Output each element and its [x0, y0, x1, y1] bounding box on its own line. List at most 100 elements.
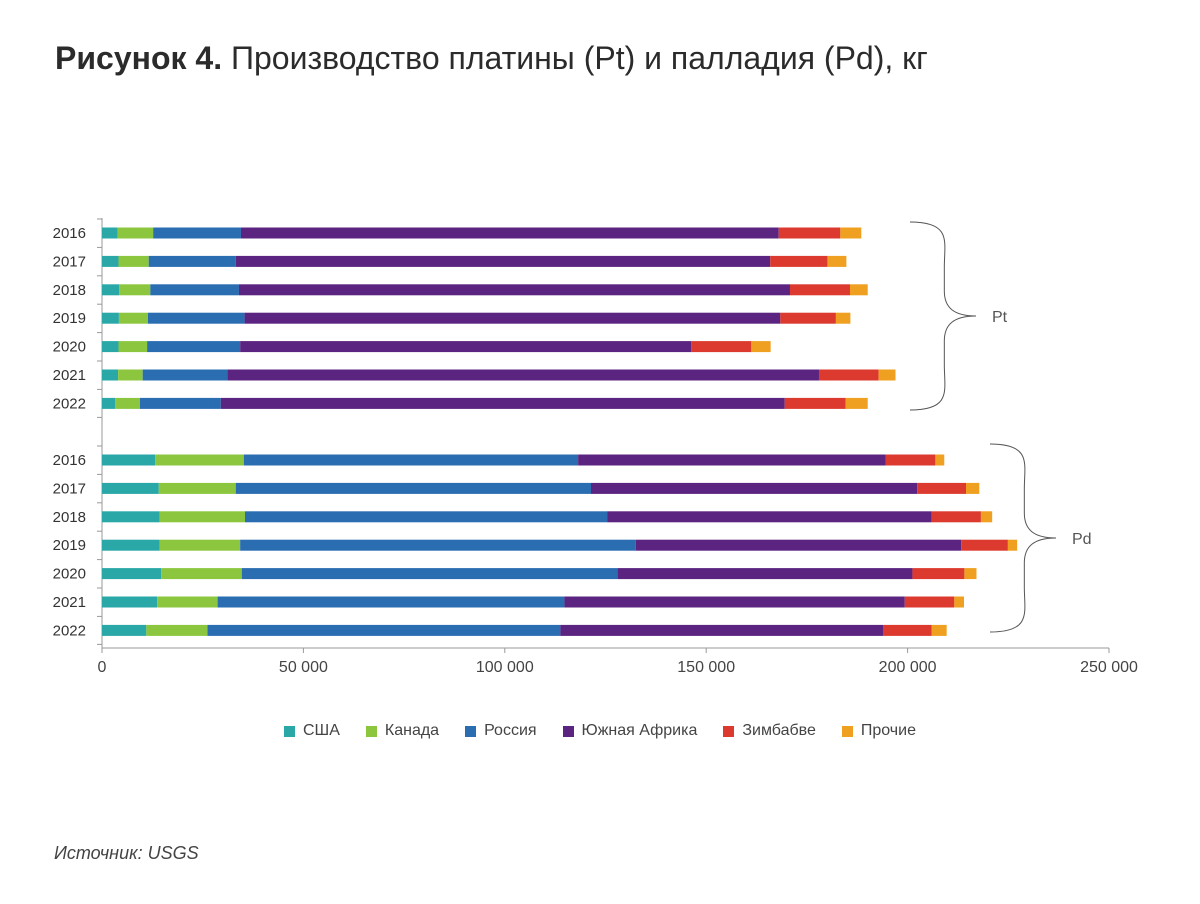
- bar-segment: [147, 312, 245, 324]
- x-tick-label: 250 000: [1080, 659, 1138, 676]
- bar-segment: [102, 312, 119, 324]
- bar-segment: [560, 624, 884, 636]
- bar-segment: [102, 454, 156, 466]
- bar-segment: [845, 397, 868, 409]
- bar-segment: [835, 312, 851, 324]
- bar-segment: [158, 482, 236, 494]
- y-tick-label: 2021: [53, 594, 86, 611]
- bar-segment: [931, 511, 981, 523]
- x-tick-label: 100 000: [476, 659, 534, 676]
- bar-segment: [770, 255, 828, 267]
- y-tick-label: 2016: [53, 225, 86, 242]
- bar-segment: [155, 454, 244, 466]
- x-tick-label: 50 000: [279, 659, 328, 676]
- bar-segment: [241, 568, 618, 580]
- legend-label: Прочие: [860, 722, 916, 739]
- bar-segment: [146, 624, 208, 636]
- bar-segment: [912, 568, 965, 580]
- y-tick-label: 2020: [53, 566, 86, 583]
- bar-segment: [778, 227, 841, 239]
- y-tick-label: 2019: [53, 310, 86, 327]
- bar-segment: [238, 284, 790, 296]
- bar-segment: [954, 596, 964, 608]
- bar-segment: [102, 397, 116, 409]
- bar-segment: [780, 312, 836, 324]
- y-tick-label: 2022: [53, 622, 86, 639]
- legend-item: США: [284, 722, 340, 740]
- group-brace: [909, 221, 977, 411]
- y-tick-label: 2018: [53, 282, 86, 299]
- bar-segment: [159, 511, 245, 523]
- bar-segment: [227, 369, 819, 381]
- bar-segment: [935, 454, 945, 466]
- bar-segment: [139, 397, 221, 409]
- bar-segment: [849, 284, 868, 296]
- bar-segment: [118, 369, 143, 381]
- bar-segment: [159, 539, 241, 551]
- bar-segment: [115, 397, 140, 409]
- legend-item: Зимбабве: [723, 722, 816, 740]
- bar-segment: [789, 284, 850, 296]
- bar-segment: [102, 511, 160, 523]
- legend-swatch: [723, 725, 735, 737]
- legend-item: Прочие: [841, 722, 916, 740]
- bar-segment: [102, 227, 118, 239]
- bar-segment: [966, 482, 980, 494]
- legend-swatch: [284, 725, 295, 737]
- bar-segment: [564, 596, 905, 608]
- bar-segment: [840, 227, 862, 239]
- bar-segment: [980, 511, 993, 523]
- legend-item: Россия: [465, 722, 537, 740]
- bar-segment: [102, 255, 119, 267]
- bar-segment: [904, 596, 955, 608]
- legend-swatch: [365, 725, 377, 737]
- x-tick-label: 200 000: [879, 659, 937, 676]
- bar-segment: [235, 482, 591, 494]
- y-tick-label: 2018: [53, 509, 86, 526]
- bar-segment: [578, 454, 886, 466]
- bar-segment: [691, 341, 752, 353]
- bar-segment: [117, 227, 154, 239]
- bar-segment: [220, 397, 785, 409]
- bar-segment: [244, 511, 608, 523]
- legend-label: Южная Африка: [581, 722, 698, 739]
- legend-item: Южная Африка: [562, 722, 698, 740]
- bar-segment: [883, 624, 932, 636]
- bar-segment: [240, 227, 779, 239]
- bar-segment: [157, 596, 218, 608]
- bar-segment: [102, 568, 162, 580]
- legend-label: Россия: [484, 722, 537, 739]
- figure-number: Рисунок 4.: [55, 40, 223, 76]
- bar-segment: [147, 341, 241, 353]
- bar-segment: [818, 369, 879, 381]
- bar-segment: [142, 369, 228, 381]
- x-tick-label: 0: [98, 659, 107, 676]
- bar-segment: [964, 568, 977, 580]
- chart-title: Рисунок 4. Производство платины (Pt) и п…: [55, 40, 928, 77]
- bar-segment: [102, 482, 159, 494]
- legend-item: Канада: [365, 722, 440, 740]
- bar-segment: [118, 312, 148, 324]
- legend-label: Канада: [384, 722, 440, 739]
- bar-segment: [607, 511, 932, 523]
- bar-segment: [878, 369, 896, 381]
- bar-segment: [617, 568, 913, 580]
- y-tick-label: 2016: [53, 452, 86, 469]
- bar-segment: [885, 454, 936, 466]
- chart-legend: США Канада Россия Южная Африка Зимбабве Прочи…: [0, 722, 1200, 740]
- y-tick-label: 2017: [53, 253, 86, 270]
- bar-segment: [207, 624, 561, 636]
- bar-segment: [153, 227, 241, 239]
- bar-segment: [1007, 539, 1018, 551]
- group-label: Pd: [1072, 531, 1092, 548]
- y-tick-label: 2022: [53, 395, 86, 412]
- bar-segment: [244, 312, 781, 324]
- bar-segment: [243, 454, 579, 466]
- x-tick-label: 150 000: [677, 659, 735, 676]
- group-brace: [989, 443, 1057, 633]
- legend-swatch: [562, 725, 574, 737]
- legend-label: США: [303, 722, 340, 739]
- bar-segment: [102, 539, 160, 551]
- bar-segment: [931, 624, 947, 636]
